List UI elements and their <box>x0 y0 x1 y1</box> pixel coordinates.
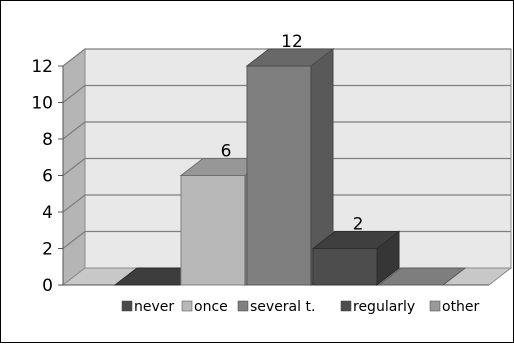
y-tick-label: 4 <box>42 203 53 223</box>
legend-item: regularly <box>340 299 415 315</box>
y-tick-label: 10 <box>31 94 53 114</box>
bar-regularly <box>311 230 401 287</box>
bar-top <box>377 267 467 286</box>
bar-top <box>311 231 401 249</box>
legend-item: once <box>181 299 228 315</box>
y-tick-label: 0 <box>42 276 53 296</box>
gridline <box>62 121 511 140</box>
gridline <box>62 157 511 177</box>
legend-swatch <box>181 300 193 312</box>
legend-swatch <box>237 300 249 312</box>
legend: never once several t. regularly other <box>121 299 480 315</box>
legend-item: several t. <box>237 299 315 315</box>
legend-swatch <box>429 300 441 312</box>
legend-label: several t. <box>250 299 315 315</box>
legend-label: never <box>134 299 174 315</box>
legend-label: regularly <box>353 299 415 315</box>
gridlines <box>62 48 511 250</box>
bar-front <box>312 248 378 286</box>
bars <box>113 47 467 287</box>
y-tick-label: 6 <box>42 167 53 187</box>
gridline <box>62 48 511 67</box>
gridline <box>62 194 511 213</box>
y-tick-label: 8 <box>42 130 53 150</box>
bar-several-t <box>245 47 335 287</box>
bar-top <box>245 48 335 67</box>
legend-label: once <box>194 299 228 315</box>
bar-front <box>246 65 312 286</box>
data-label: 6 <box>221 142 232 162</box>
y-tick-label: 2 <box>42 240 53 260</box>
legend-label: other <box>442 299 480 315</box>
y-tick-label: 12 <box>31 57 53 77</box>
legend-swatch <box>340 300 352 312</box>
legend-item: other <box>429 299 480 315</box>
gridline <box>62 84 511 104</box>
legend-swatch <box>121 300 133 312</box>
bar-front <box>180 175 246 286</box>
data-label: 2 <box>353 215 364 235</box>
bar-other <box>377 267 467 286</box>
data-label: 12 <box>281 32 303 52</box>
data-labels: 6 12 2 <box>221 32 364 235</box>
legend-item: never <box>121 299 174 315</box>
